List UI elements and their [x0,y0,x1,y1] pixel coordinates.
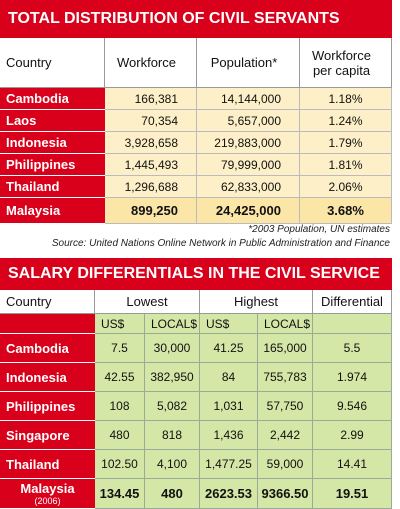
table-cell: 2623.53 [200,479,258,509]
table-cell: 14.41 [313,450,392,479]
row-label: Thailand [0,450,95,479]
table-cell: 59,000 [258,450,313,479]
column-header: Population* [197,38,300,88]
table-cell: 480 [95,421,145,450]
table-cell: 84 [200,363,258,392]
table-cell: 1.24% [300,110,392,132]
header-spacer [313,314,392,334]
table-cell: 19.51 [313,479,392,509]
table-cell: 5,657,000 [197,110,300,132]
row-label: Malaysia (2006) [0,479,95,509]
row-label: Malaysia [0,198,105,224]
source-note: Source: United Nations Online Network in… [51,238,390,249]
sub-header: US$ [200,314,258,334]
column-header: Workforce per capita [300,38,392,88]
table-cell: 1,296,688 [105,176,197,198]
table-cell: 165,000 [258,334,313,363]
table-cell: 108 [95,392,145,421]
table-cell: 79,999,000 [197,154,300,176]
column-header: Highest [200,290,313,314]
row-label: Philippines [0,392,95,421]
row-note: (2006) [34,496,61,506]
row-label: Philippines [0,154,105,176]
sub-header: LOCAL$ [145,314,200,334]
sub-header: LOCAL$ [258,314,313,334]
row-label: Cambodia [0,334,95,363]
table-cell: 1.18% [300,88,392,110]
table-cell: 14,144,000 [197,88,300,110]
row-label: Cambodia [0,88,105,110]
row-label: Laos [0,110,105,132]
table-cell: 1,477.25 [200,450,258,479]
table-cell: 70,354 [105,110,197,132]
column-header: Differential [313,290,392,314]
table-cell: 7.5 [95,334,145,363]
column-header: Country [0,38,105,88]
table-cell: 2.06% [300,176,392,198]
table-cell: 42.55 [95,363,145,392]
table-cell: 134.45 [95,479,145,509]
row-label: Singapore [0,421,95,450]
table-cell: 1.974 [313,363,392,392]
table-cell: 41.25 [200,334,258,363]
table-title: SALARY DIFFERENTIALS IN THE CIVIL SERVIC… [0,258,392,290]
footnote: *2003 Population, UN estimates [248,224,390,235]
column-header: Country [0,290,95,314]
table-cell: 1,445,493 [105,154,197,176]
table-cell: 818 [145,421,200,450]
row-label: Indonesia [0,363,95,392]
table-cell: 3,928,658 [105,132,197,154]
table-cell: 480 [145,479,200,509]
table-cell: 1,031 [200,392,258,421]
table-cell: 102.50 [95,450,145,479]
table-cell: 899,250 [105,198,197,224]
table-cell: 2.99 [313,421,392,450]
header-spacer [0,314,95,334]
table-cell: 1,436 [200,421,258,450]
table-cell: 62,833,000 [197,176,300,198]
table-cell: 166,381 [105,88,197,110]
table-cell: 755,783 [258,363,313,392]
table-cell: 1.81% [300,154,392,176]
table-cell: 1.79% [300,132,392,154]
table-cell: 30,000 [145,334,200,363]
table-cell: 24,425,000 [197,198,300,224]
table-title: TOTAL DISTRIBUTION OF CIVIL SERVANTS [0,0,392,38]
row-label: Thailand [0,176,105,198]
column-header: Lowest [95,290,200,314]
table-cell: 9366.50 [258,479,313,509]
table-cell: 57,750 [258,392,313,421]
table-cell: 3.68% [300,198,392,224]
table-cell: 2,442 [258,421,313,450]
table-cell: 5,082 [145,392,200,421]
table-cell: 4,100 [145,450,200,479]
table-cell: 382,950 [145,363,200,392]
row-label: Indonesia [0,132,105,154]
table-cell: 219,883,000 [197,132,300,154]
sub-header: US$ [95,314,145,334]
table-cell: 5.5 [313,334,392,363]
row-label-text: Malaysia [20,481,75,496]
column-header: Workforce [105,38,197,88]
table-cell: 9.546 [313,392,392,421]
